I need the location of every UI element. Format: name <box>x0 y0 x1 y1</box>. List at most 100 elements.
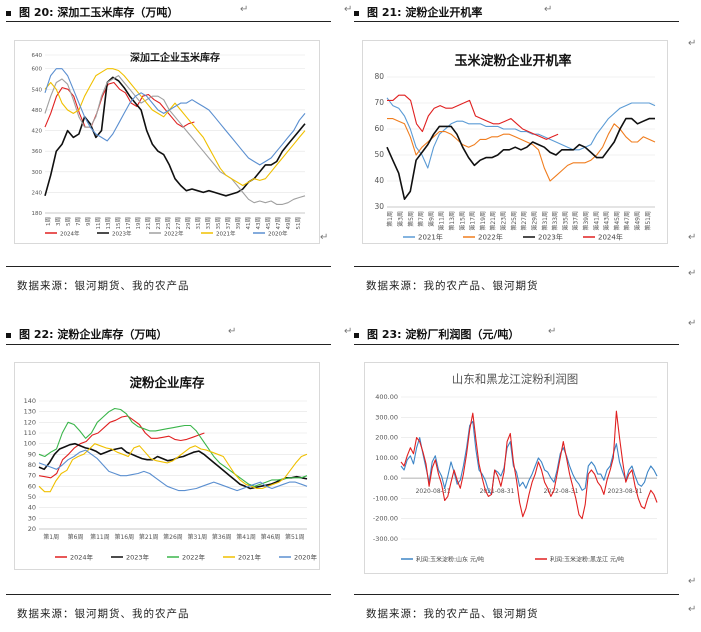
y-tick-label: -100.00 <box>373 494 398 502</box>
x-tick-label: 第13周 <box>448 211 456 231</box>
x-tick-label: 第15周 <box>458 211 466 231</box>
series-line-0 <box>38 415 205 479</box>
y-tick-label: 60 <box>374 124 384 133</box>
x-tick-label: 23周 <box>155 217 162 230</box>
x-tick-label: 第19周 <box>479 211 487 231</box>
title-rule <box>6 21 331 22</box>
figure-23-title: 图 23: 淀粉厂利润图（元/吨） <box>354 326 519 342</box>
y-tick-label: 600 <box>32 67 43 73</box>
legend-label: 2024年 <box>60 230 80 238</box>
title-rule <box>354 344 679 345</box>
chart-fig20-svg: 深加工企业玉米库存 180 240 300 360 420 480 540 600 640 1周 3周… <box>32 51 306 238</box>
y-tick-label: 40 <box>28 504 36 512</box>
figure-20-label: 图 20: <box>19 6 54 19</box>
x-tick-label: 第31周 <box>541 211 549 231</box>
legend-label: 2022年 <box>478 233 503 242</box>
x-tick-label: 第1周 <box>386 211 394 227</box>
series-line-1 <box>38 442 308 490</box>
x-tick-label: 43周 <box>255 217 262 230</box>
return-mark-icon: ↵ <box>688 576 697 587</box>
x-tick-label: 15周 <box>115 217 122 230</box>
y-tick-label: 20 <box>28 525 36 533</box>
legend-label: 利润:玉米淀粉:黑龙江 元/吨 <box>550 556 624 564</box>
x-tick-label: 9周 <box>85 217 92 226</box>
x-tick-label: 第5周 <box>407 211 415 227</box>
x-tick-label: 2022-08-31 <box>544 488 579 495</box>
return-mark-icon: ↵ <box>240 4 249 15</box>
x-tick-label: 41周 <box>245 217 252 230</box>
y-tick-label: 70 <box>374 98 384 107</box>
series-line-1 <box>400 410 658 520</box>
x-tick-label: 第33周 <box>551 211 559 231</box>
legend-label: 2020年 <box>268 230 288 238</box>
x-tick-label: 第6周 <box>68 533 84 541</box>
figure-23-label: 图 23: <box>367 328 402 341</box>
return-mark-icon: ↵ <box>688 232 697 243</box>
x-tick-label: 第21周 <box>139 533 159 541</box>
x-tick-label: 第29周 <box>530 211 538 231</box>
x-tick-label: 51周 <box>295 217 302 230</box>
title-rule <box>354 21 679 22</box>
x-tick-label: 第46周 <box>261 533 281 541</box>
legend-label: 2023年 <box>538 233 563 242</box>
figure-21-title: 图 21: 淀粉企业开机率 <box>354 4 482 20</box>
chart-title: 山东和黑龙江淀粉利润图 <box>452 372 579 386</box>
x-tick-label: 第7周 <box>417 211 425 227</box>
figure-22-label: 图 22: <box>19 328 54 341</box>
x-tick-label: 47周 <box>275 217 282 230</box>
x-tick-label: 第51周 <box>644 211 652 231</box>
y-tick-label: 420 <box>32 129 43 135</box>
chart-title: 深加工企业玉米库存 <box>130 51 220 64</box>
y-tick-label: 140 <box>24 397 36 405</box>
y-tick-label: 480 <box>32 108 43 114</box>
chart-title: 玉米淀粉企业开机率 <box>454 53 571 69</box>
series-line-3 <box>387 94 559 140</box>
y-tick-label: 120 <box>24 418 36 426</box>
x-tick-label: 35周 <box>215 217 222 230</box>
bullet-square-icon <box>354 10 359 16</box>
x-tick-label: 第26周 <box>163 533 183 541</box>
return-mark-icon: ↵ <box>344 4 353 15</box>
x-tick-label: 第37周 <box>572 211 580 231</box>
legend-label: 2021年 <box>238 553 262 562</box>
series-line-3 <box>38 443 308 493</box>
legend-label: 2022年 <box>164 230 184 238</box>
y-tick-label: 90 <box>28 450 36 458</box>
y-tick-label: 100 <box>24 440 36 448</box>
y-tick-label: 80 <box>374 72 384 81</box>
figure-21-label: 图 21: <box>367 6 402 19</box>
x-tick-label: 29周 <box>185 217 192 230</box>
chart-fig23-svg: 山东和黑龙江淀粉利润图 400.00 300.00 200.00 100.00 0.00 -… <box>373 372 658 564</box>
return-mark-icon: ↵ <box>688 38 697 49</box>
x-tick-label: 1周 <box>45 217 52 226</box>
legend-label: 2022年 <box>182 553 206 562</box>
series-line-4 <box>44 68 306 166</box>
y-tick-label: 240 <box>32 190 43 196</box>
x-tick-label: 第23周 <box>500 211 508 231</box>
y-tick-label: 110 <box>24 429 36 437</box>
chart-fig23: 山东和黑龙江淀粉利润图 400.00 300.00 200.00 100.00 0.00 -… <box>364 362 668 574</box>
x-tick-label: 31周 <box>195 217 202 230</box>
y-tick-label: 70 <box>28 472 36 480</box>
chart-rule <box>6 266 331 267</box>
x-tick-label: 第35周 <box>561 211 569 231</box>
figure-21-source: 数据来源：我的农产品、银河期货 <box>366 280 539 292</box>
x-tick-label: 33周 <box>205 217 212 230</box>
y-tick-label: 50 <box>28 493 36 501</box>
series-line-3 <box>44 68 306 187</box>
chart-title: 淀粉企业库存 <box>129 375 205 390</box>
x-tick-label: 25周 <box>165 217 172 230</box>
y-tick-label: 30 <box>28 514 36 522</box>
x-tick-label: 21周 <box>145 217 152 230</box>
x-tick-label: 第41周 <box>236 533 256 541</box>
figure-21-caption: 淀粉企业开机率 <box>405 6 483 19</box>
x-tick-label: 第21周 <box>489 211 497 231</box>
x-tick-label: 2020-08-31 <box>416 488 451 495</box>
series-line-2 <box>386 117 655 200</box>
chart-fig22-svg: 淀粉企业库存 20 30 40 50 60 70 80 90 100 110 120 130 140 第1周… <box>24 375 318 562</box>
return-mark-icon: ↵ <box>688 604 697 615</box>
series-line-0 <box>386 97 656 169</box>
y-tick-label: 40 <box>374 176 384 185</box>
x-tick-label: 17周 <box>125 217 132 230</box>
legend-label: 2021年 <box>418 233 443 242</box>
